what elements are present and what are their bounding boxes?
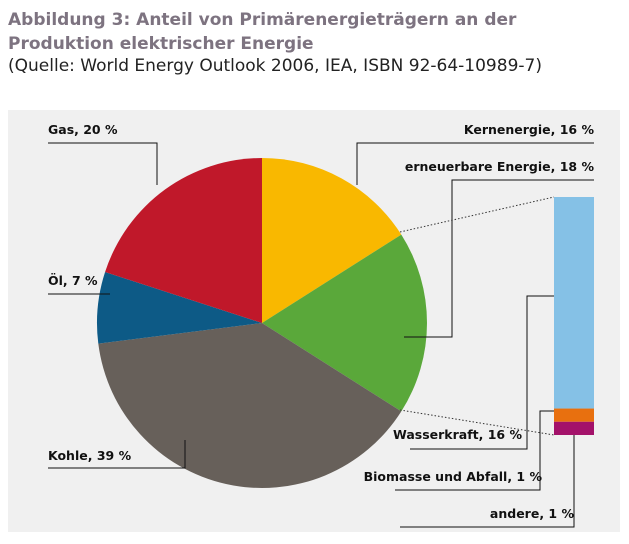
leader-line (48, 142, 158, 185)
leader-line (356, 142, 594, 185)
leader-line (410, 295, 560, 450)
data-label: Gas, 20 % (48, 122, 118, 137)
pie-slice (262, 158, 402, 323)
chart-title: Abbildung 3: Anteil von Primärenergieträ… (8, 10, 517, 54)
data-label: Biomasse und Abfall, 1 % (364, 469, 543, 484)
data-label: Wasserkraft, 16 % (393, 427, 522, 442)
leader-line (48, 440, 186, 469)
bar-segment (554, 197, 594, 409)
leader-line (400, 428, 575, 528)
pie-slice (97, 272, 262, 344)
chart-subtitle: (Quelle: World Energy Outlook 2006, IEA,… (8, 56, 542, 76)
bar-segment (554, 408, 594, 422)
pie-slice (262, 234, 427, 412)
data-label: Öl, 7 % (48, 273, 98, 288)
data-label: andere, 1 % (490, 506, 575, 521)
data-label: Kohle, 39 % (48, 448, 132, 463)
connector (399, 409, 555, 436)
leader-line (404, 179, 594, 338)
pie-slice (105, 158, 262, 323)
pie-slice (98, 323, 402, 488)
data-label: Kernenergie, 16 % (464, 122, 595, 137)
bar-segment (554, 421, 594, 435)
leader-line (395, 410, 560, 491)
data-label: erneuerbare Energie, 18 % (405, 159, 595, 174)
